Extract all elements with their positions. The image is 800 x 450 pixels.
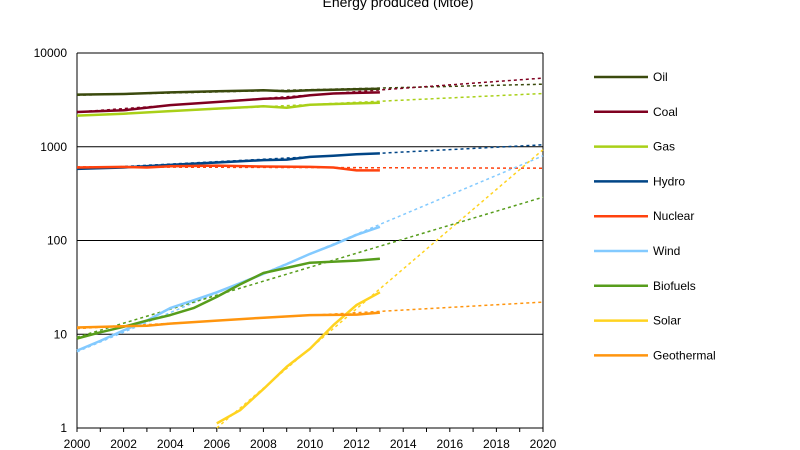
series-line-nuclear <box>76 164 380 172</box>
x-tick-label: 2000 <box>64 437 91 450</box>
x-tick-label: 2014 <box>390 437 417 450</box>
y-tick-label: 10000 <box>34 46 68 60</box>
x-tick-label: 2020 <box>530 437 557 450</box>
legend-label-oil: Oil <box>653 70 668 84</box>
x-tick-label: 2008 <box>250 437 277 450</box>
y-tick-label: 1 <box>60 421 67 435</box>
x-tick-label: 2006 <box>203 437 230 450</box>
axes: 1 10 100 1000 10000 2000 2002 2004 2006 2008 2010 2… <box>34 46 557 450</box>
grid <box>77 52 543 429</box>
legend-label-biofuels: Biofuels <box>653 279 696 293</box>
y-tick-label: 100 <box>47 234 67 248</box>
y-tick-label: 1000 <box>40 140 67 154</box>
legend-label-wind: Wind <box>653 244 680 258</box>
x-tick-label: 2018 <box>483 437 510 450</box>
legend-label-coal: Coal <box>653 105 678 119</box>
series-line-geothermal <box>76 311 381 329</box>
legend-label-nuclear: Nuclear <box>653 209 694 223</box>
series-line-hydro <box>76 152 380 171</box>
plot-area <box>76 77 544 429</box>
legend-label-geothermal: Geothermal <box>653 348 716 362</box>
x-tick-label: 2002 <box>110 437 137 450</box>
legend-label-hydro: Hydro <box>653 174 685 188</box>
series-line-wind <box>76 225 381 352</box>
series-line-solar <box>216 291 381 425</box>
legend: Oil Coal Gas Hydro Nuclear Wind Biofuels Solar G… <box>594 70 716 362</box>
chart-title: Energy produced (Mtoe) <box>323 0 474 10</box>
x-tick-label: 2012 <box>343 437 370 450</box>
series-line-coal <box>76 91 380 114</box>
x-tick-label: 2004 <box>157 437 184 450</box>
legend-label-gas: Gas <box>653 140 675 154</box>
series-line-gas <box>76 101 380 117</box>
x-tick-label: 2016 <box>436 437 463 450</box>
y-tick-label: 10 <box>54 327 68 341</box>
legend-label-solar: Solar <box>653 314 681 328</box>
series-line-oil <box>76 87 380 96</box>
x-tick-label: 2010 <box>297 437 324 450</box>
